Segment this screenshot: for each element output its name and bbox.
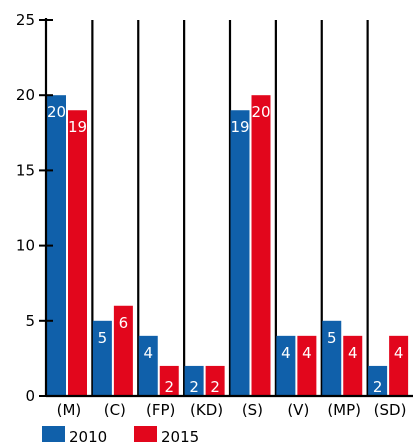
data-label: 5 [327, 329, 337, 347]
x-tick-label: (MP) [327, 401, 361, 419]
bar-2010-2 [138, 335, 158, 396]
data-label: 6 [119, 314, 129, 332]
legend: 2010 2015 [42, 426, 199, 445]
bar-2015-5 [297, 335, 317, 396]
data-label: 4 [348, 344, 358, 362]
bar-2015-6 [343, 335, 363, 396]
data-label: 4 [302, 344, 312, 362]
bar-2010-1 [92, 320, 112, 396]
bar-2010-5 [276, 335, 296, 396]
x-tick-label: (KD) [190, 401, 223, 419]
data-label: 4 [394, 344, 404, 362]
y-tick-label: 10 [16, 237, 35, 255]
legend-swatch-2010 [42, 426, 65, 442]
legend-swatch-2015 [134, 426, 157, 442]
x-tick-label: (SD) [374, 401, 407, 419]
x-tick-label: (C) [104, 401, 126, 419]
bar-2015-2 [159, 365, 179, 396]
x-tick-label: (FP) [146, 401, 175, 419]
y-axis: 0 5 10 15 20 25 [16, 11, 53, 405]
data-label: 2 [210, 378, 220, 396]
bar-2010-6 [322, 320, 342, 396]
data-label: 4 [143, 344, 153, 362]
category-dividers [91, 20, 369, 396]
y-tick-label: 20 [16, 86, 35, 104]
y-tick-label: 5 [25, 312, 35, 330]
bar-2015-7 [389, 335, 409, 396]
data-label: 2 [164, 378, 174, 396]
data-label: 5 [98, 329, 108, 347]
bar-2015-1 [113, 305, 133, 396]
x-tick-label: (S) [242, 401, 263, 419]
data-label: 20 [47, 103, 66, 121]
bars [47, 95, 409, 397]
y-tick-label: 15 [16, 161, 35, 179]
x-tick-label: (M) [57, 401, 82, 419]
bar-2010-7 [368, 365, 388, 396]
legend-label: 2010 [69, 428, 107, 445]
bar-2015-3 [205, 365, 225, 396]
bar-2015-4 [251, 95, 271, 396]
bar-2010-4 [230, 110, 250, 397]
y-tick-label: 0 [25, 387, 35, 405]
data-label: 20 [251, 103, 270, 121]
legend-label: 2015 [161, 428, 199, 445]
bar-2015-0 [68, 110, 87, 397]
data-label: 2 [189, 378, 199, 396]
y-tick-label: 25 [16, 11, 35, 29]
data-label: 19 [68, 118, 87, 136]
x-tick-label: (V) [287, 401, 309, 419]
data-label: 19 [230, 118, 249, 136]
data-label: 2 [373, 378, 383, 396]
data-label: 4 [281, 344, 291, 362]
bar-2010-3 [184, 365, 204, 396]
x-axis: (M) (C) (FP) (KD) (S) (V) (MP) (SD) [46, 394, 413, 419]
